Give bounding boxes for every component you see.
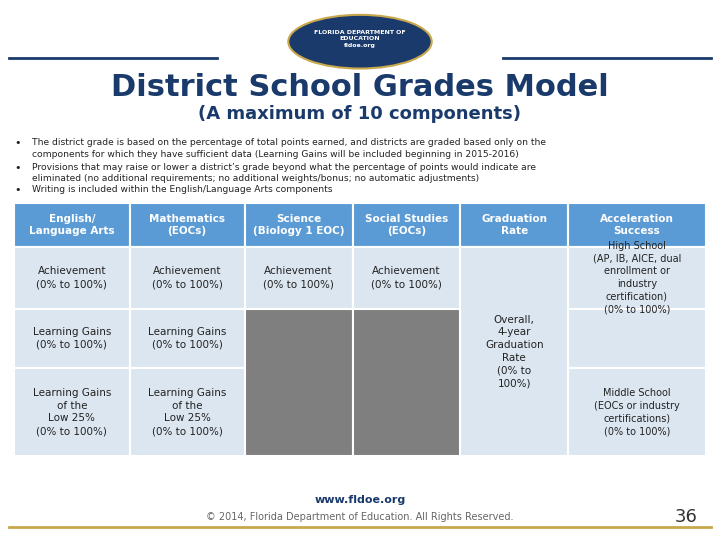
FancyBboxPatch shape [245, 203, 353, 247]
Text: Achievement
(0% to 100%): Achievement (0% to 100%) [152, 266, 222, 289]
Text: •: • [14, 163, 21, 173]
Text: English/
Language Arts: English/ Language Arts [29, 214, 114, 236]
Ellipse shape [288, 15, 432, 69]
Text: © 2014, Florida Department of Education. All Rights Reserved.: © 2014, Florida Department of Education.… [206, 512, 514, 522]
Text: High School
(AP, IB, AICE, dual
enrollment or
industry
certification)
(0% to 100: High School (AP, IB, AICE, dual enrollme… [593, 241, 681, 315]
FancyBboxPatch shape [460, 203, 568, 247]
FancyBboxPatch shape [14, 368, 130, 456]
Text: Learning Gains
of the
Low 25%
(0% to 100%): Learning Gains of the Low 25% (0% to 100… [148, 388, 226, 436]
FancyBboxPatch shape [245, 309, 353, 456]
Text: Social Studies
(EOCs): Social Studies (EOCs) [365, 214, 448, 236]
FancyBboxPatch shape [568, 203, 706, 247]
Text: District School Grades Model: District School Grades Model [111, 73, 609, 102]
FancyBboxPatch shape [245, 309, 353, 368]
FancyBboxPatch shape [568, 247, 706, 309]
FancyBboxPatch shape [460, 247, 568, 456]
Text: •: • [14, 138, 21, 149]
Text: •: • [14, 185, 21, 195]
FancyBboxPatch shape [245, 368, 353, 456]
FancyBboxPatch shape [460, 368, 568, 456]
Text: Acceleration
Success: Acceleration Success [600, 214, 674, 236]
FancyBboxPatch shape [353, 309, 460, 456]
FancyBboxPatch shape [353, 368, 460, 456]
Text: Middle School
(EOCs or industry
certifications)
(0% to 100%): Middle School (EOCs or industry certific… [594, 388, 680, 436]
Text: Learning Gains
(0% to 100%): Learning Gains (0% to 100%) [32, 327, 111, 349]
FancyBboxPatch shape [245, 247, 353, 309]
FancyBboxPatch shape [353, 309, 460, 368]
FancyBboxPatch shape [353, 247, 460, 309]
Text: 36: 36 [674, 508, 697, 526]
Text: Science
(Biology 1 EOC): Science (Biology 1 EOC) [253, 214, 344, 236]
FancyBboxPatch shape [460, 309, 568, 368]
Text: Learning Gains
(0% to 100%): Learning Gains (0% to 100%) [148, 327, 226, 349]
Text: Writing is included within the English/Language Arts components: Writing is included within the English/L… [32, 185, 332, 194]
FancyBboxPatch shape [14, 203, 130, 247]
FancyBboxPatch shape [14, 309, 130, 368]
Text: Achievement
(0% to 100%): Achievement (0% to 100%) [264, 266, 334, 289]
FancyBboxPatch shape [460, 247, 568, 309]
FancyBboxPatch shape [130, 203, 245, 247]
Text: Learning Gains
of the
Low 25%
(0% to 100%): Learning Gains of the Low 25% (0% to 100… [32, 388, 111, 436]
Text: Achievement
(0% to 100%): Achievement (0% to 100%) [37, 266, 107, 289]
FancyBboxPatch shape [130, 368, 245, 456]
Text: www.fldoe.org: www.fldoe.org [315, 495, 405, 505]
FancyBboxPatch shape [130, 309, 245, 368]
Text: Overall,
4-year
Graduation
Rate
(0% to
100%): Overall, 4-year Graduation Rate (0% to 1… [485, 315, 544, 389]
Text: The district grade is based on the percentage of total points earned, and distri: The district grade is based on the perce… [32, 138, 546, 159]
Text: Graduation
Rate: Graduation Rate [481, 214, 547, 236]
Text: Achievement
(0% to 100%): Achievement (0% to 100%) [371, 266, 442, 289]
Text: FLORIDA DEPARTMENT OF
EDUCATION
fldoe.org: FLORIDA DEPARTMENT OF EDUCATION fldoe.or… [314, 30, 406, 48]
FancyBboxPatch shape [14, 247, 130, 309]
FancyBboxPatch shape [568, 368, 706, 456]
Text: (A maximum of 10 components): (A maximum of 10 components) [199, 105, 521, 123]
Text: Provisions that may raise or lower a district’s grade beyond what the percentage: Provisions that may raise or lower a dis… [32, 163, 536, 183]
FancyBboxPatch shape [353, 203, 460, 247]
FancyBboxPatch shape [130, 247, 245, 309]
FancyBboxPatch shape [568, 309, 706, 368]
Text: Mathematics
(EOCs): Mathematics (EOCs) [149, 214, 225, 236]
